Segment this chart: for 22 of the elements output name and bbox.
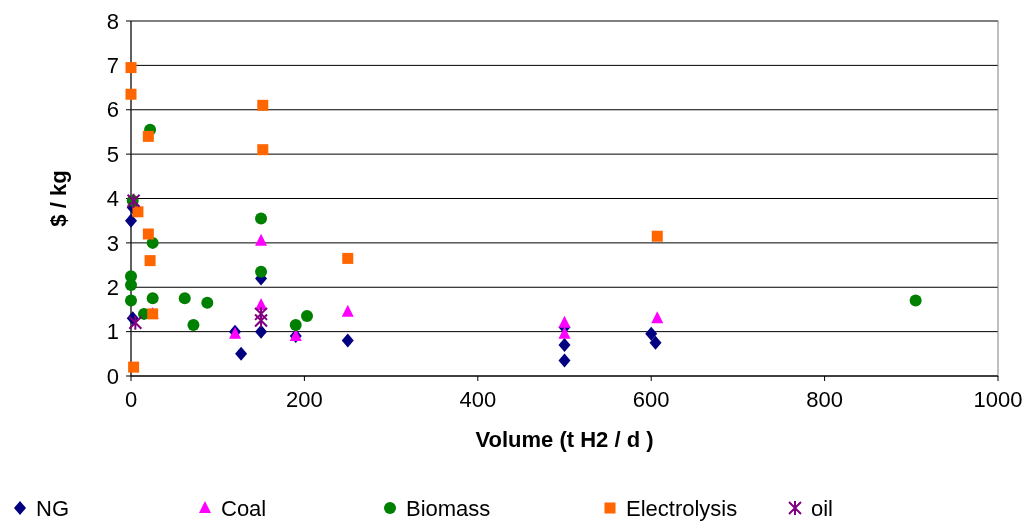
x-tick-label: 800 <box>806 387 843 412</box>
y-tick-label: 4 <box>106 186 119 212</box>
y-tick-label: 8 <box>106 8 119 34</box>
y-tick-label: 1 <box>106 319 119 345</box>
x-tick-label: 200 <box>286 387 323 412</box>
x-tick-label: 1000 <box>973 387 1023 412</box>
x-tick-label: 600 <box>632 387 670 412</box>
legend-label: Coal <box>221 495 267 521</box>
y-tick-label: 6 <box>106 97 119 123</box>
legend-label: Biomass <box>406 495 491 521</box>
y-tick-label: 7 <box>106 53 119 79</box>
legend-label: NG <box>36 495 69 521</box>
x-tick-label: 0 <box>124 387 138 412</box>
legend-label: oil <box>811 495 834 521</box>
y-tick-label: 0 <box>106 363 119 389</box>
x-axis-title: Volume (t H2 / d ) <box>475 427 654 452</box>
y-axis-title: $ / kg <box>46 170 71 227</box>
x-tick-label: 400 <box>459 387 497 412</box>
y-tick-label: 2 <box>106 274 119 300</box>
y-tick-label: 5 <box>106 141 119 167</box>
y-tick-label: 3 <box>106 230 119 256</box>
legend-label: Electrolysis <box>626 495 738 521</box>
